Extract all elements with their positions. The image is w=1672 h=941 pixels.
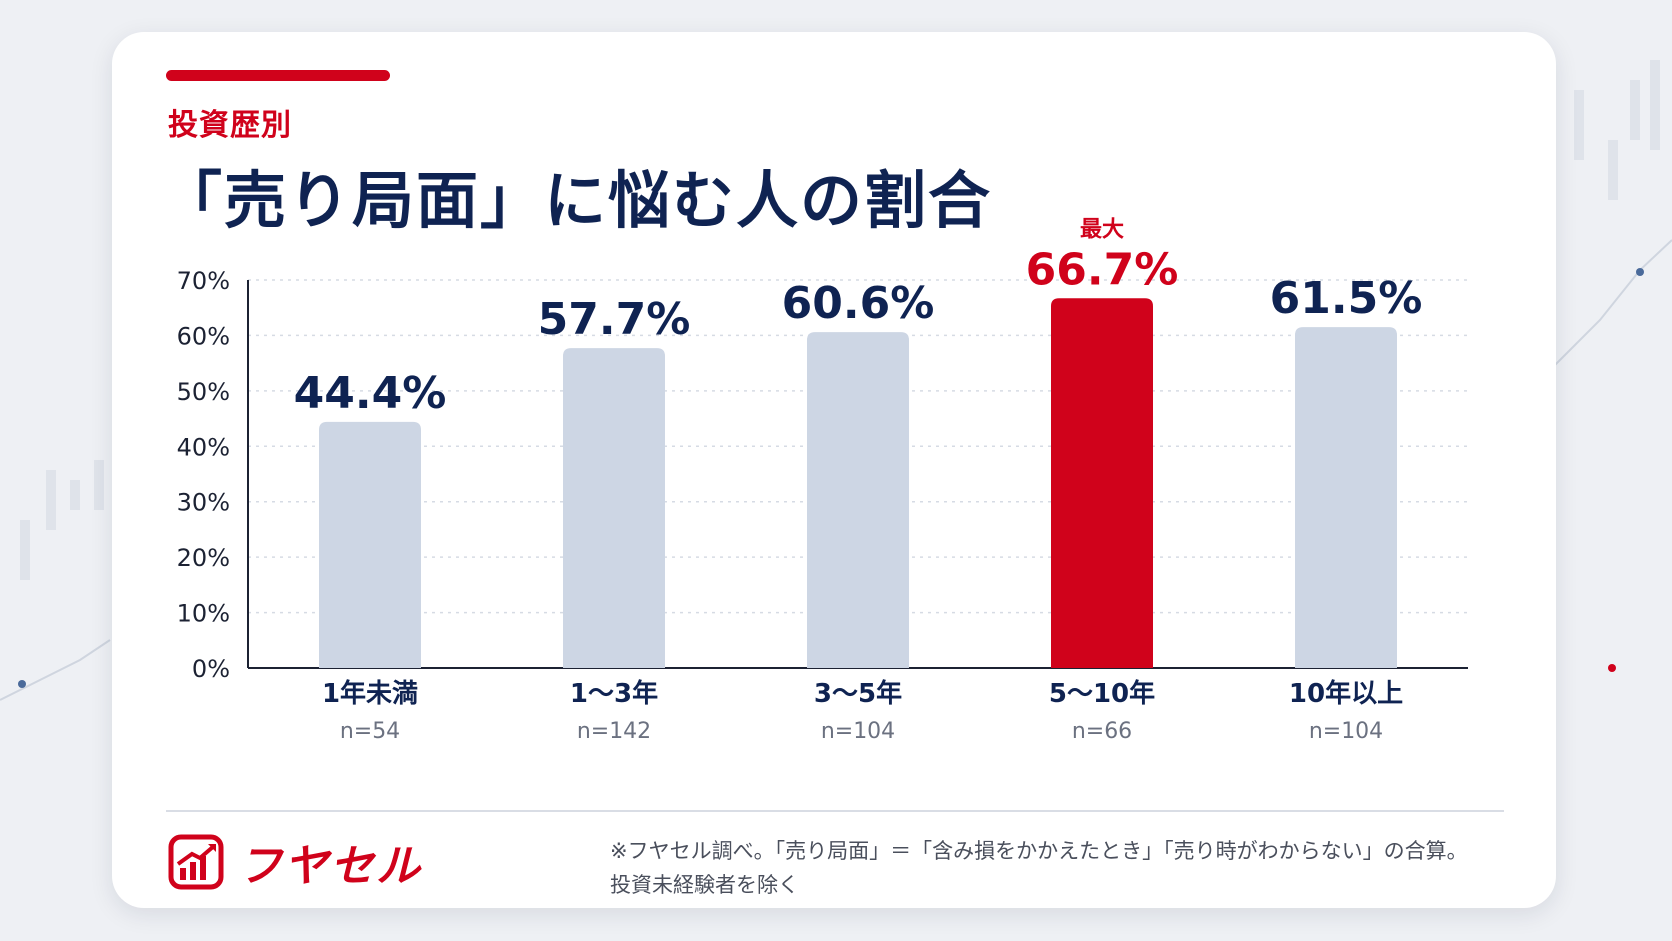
chart-subtitle: 投資歴別 — [168, 108, 292, 143]
value-label: 57.7% — [538, 294, 691, 345]
highlight-label: 最大 — [1080, 217, 1124, 242]
y-tick-label: 20% — [177, 544, 230, 572]
y-tick-label: 30% — [177, 489, 230, 517]
footer-divider — [166, 810, 1504, 812]
value-label: 60.6% — [782, 278, 935, 329]
sample-size-label: n=66 — [1072, 719, 1132, 744]
logo-text: フヤセル — [238, 841, 422, 892]
x-category-label: 1〜3年 — [570, 678, 658, 709]
bar — [563, 348, 665, 668]
footnote-line-2: 投資未経験者を除く — [610, 873, 799, 897]
footnote: ※フヤセル調べ。「売り局面」＝「含み損をかかえたとき」「売り時がわからない」の合… — [610, 834, 1468, 902]
brand-logo: フヤセル — [168, 830, 422, 894]
y-tick-label: 0% — [192, 655, 230, 683]
bar-chart: 0% 10% 20% 30% 40% 50% 60% 70% 44.4% 1年未満 n=54 57.7… — [177, 217, 1468, 744]
chart-card: 投資歴別 「売り局面」に悩む人の割合 0% 10% 20% 30% 40% 50% 60% 7… — [112, 32, 1556, 908]
chart-title: 「売り局面」に悩む人の割合 — [160, 164, 993, 237]
x-category-label: 3〜5年 — [814, 678, 902, 709]
footnote-line-1: ※フヤセル調べ。「売り局面」＝「含み損をかかえたとき」「売り時がわからない」の合… — [610, 839, 1468, 863]
sample-size-label: n=54 — [340, 719, 400, 744]
sample-size-label: n=104 — [821, 719, 895, 744]
value-label: 61.5% — [1270, 273, 1423, 324]
bar — [1051, 298, 1153, 668]
x-category-label: 1年未満 — [322, 678, 418, 709]
y-tick-label: 50% — [177, 378, 230, 406]
value-label: 66.7% — [1026, 244, 1179, 295]
y-tick-label: 70% — [177, 267, 230, 295]
sample-size-label: n=104 — [1309, 719, 1383, 744]
x-category-label: 10年以上 — [1289, 678, 1403, 709]
bar — [1295, 327, 1397, 668]
bar — [807, 332, 909, 668]
bar — [319, 421, 421, 668]
y-tick-label: 10% — [177, 600, 230, 628]
y-tick-label: 40% — [177, 433, 230, 461]
x-category-label: 5〜10年 — [1049, 678, 1155, 709]
accent-bar — [166, 70, 390, 81]
y-tick-label: 60% — [177, 322, 230, 350]
sample-size-label: n=142 — [577, 719, 651, 744]
value-label: 44.4% — [294, 368, 447, 419]
chart-logo-icon — [168, 834, 224, 890]
